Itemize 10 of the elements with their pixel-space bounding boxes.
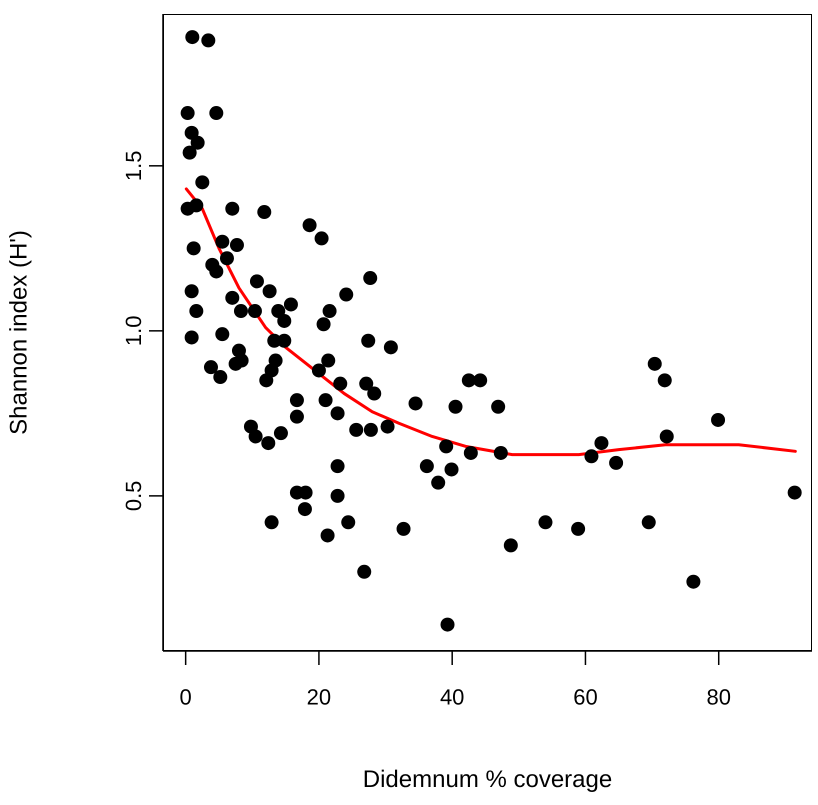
x-tick-label: 0 bbox=[180, 684, 192, 710]
x-axis-title: Didemnum % coverage bbox=[362, 766, 612, 793]
x-tick-label: 20 bbox=[306, 684, 332, 710]
y-tick-label: 0.5 bbox=[121, 480, 146, 512]
x-tick-label: 40 bbox=[440, 684, 464, 710]
y-tick-label: 1.0 bbox=[121, 316, 146, 346]
y-axis-title: Shannon index (H') bbox=[6, 230, 33, 435]
x-tick-label: 60 bbox=[573, 684, 598, 710]
y-tick-label: 1.5 bbox=[121, 150, 146, 182]
x-tick-label: 80 bbox=[706, 684, 731, 710]
